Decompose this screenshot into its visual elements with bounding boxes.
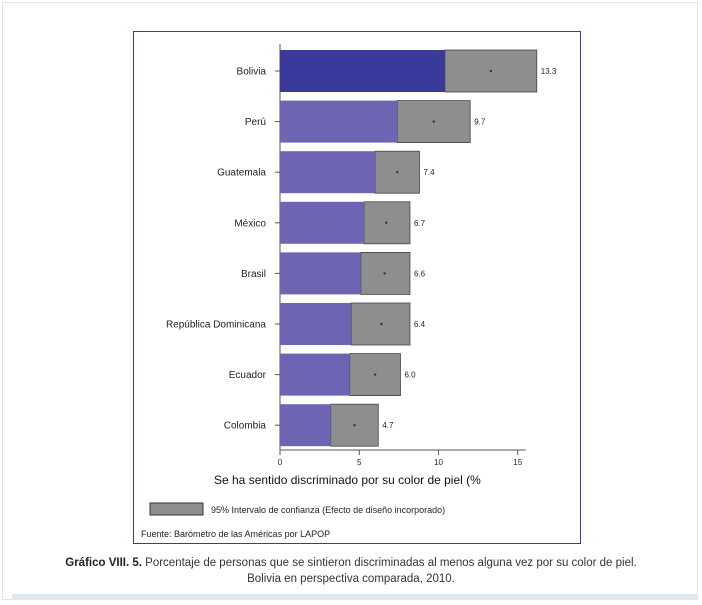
x-tick-label-5: 5 bbox=[357, 458, 362, 467]
point-mexico bbox=[384, 221, 388, 224]
bar-mexico bbox=[280, 201, 365, 244]
value-label-peru: 9.7 bbox=[474, 118, 486, 127]
value-label-brasil: 6.6 bbox=[414, 269, 426, 278]
bottom-bar bbox=[12, 594, 698, 600]
point-guatemala bbox=[396, 171, 399, 174]
point-colombia bbox=[353, 424, 356, 427]
category-label-ecuador: Ecuador bbox=[229, 370, 267, 381]
bar-brasil bbox=[280, 252, 361, 295]
bar-peru bbox=[280, 100, 398, 143]
caption-line1: Porcentaje de personas que se sintieron … bbox=[141, 557, 637, 569]
x-tick-label-0: 0 bbox=[278, 458, 283, 467]
figure-caption: Gráfico VIII. 5. Porcentaje de personas … bbox=[0, 555, 702, 587]
value-label-republica-dominicana: 6.4 bbox=[414, 320, 426, 329]
caption-number: Gráfico VIII. 5. bbox=[65, 557, 142, 569]
bar-republica-dominicana bbox=[280, 303, 352, 345]
legend-swatch bbox=[149, 502, 204, 516]
bar-colombia bbox=[280, 404, 331, 447]
bar-guatemala bbox=[280, 151, 376, 194]
point-ecuador bbox=[373, 373, 377, 376]
source-note: Fuente: Barómetro de las Américas por LA… bbox=[141, 529, 330, 539]
value-label-bolivia: 13.3 bbox=[541, 67, 557, 76]
point-republica-dominicana bbox=[380, 322, 383, 326]
category-label-guatemala: Guatemala bbox=[217, 168, 266, 179]
point-brasil bbox=[383, 272, 386, 275]
value-label-ecuador: 6.0 bbox=[404, 371, 416, 380]
category-label-colombia: Colombia bbox=[224, 421, 267, 432]
category-label-peru: Perú bbox=[245, 117, 266, 128]
legend-label: 95% Intervalo de confianza (Efecto de di… bbox=[211, 505, 445, 515]
category-label-mexico: México bbox=[234, 218, 266, 229]
point-peru bbox=[432, 120, 435, 123]
caption-line2: Bolivia en perspectiva comparada, 2010. bbox=[247, 573, 455, 585]
category-label-republica-dominicana: República Dominicana bbox=[166, 320, 266, 331]
x-tick-label-10: 10 bbox=[434, 458, 443, 467]
x-axis-title: Se ha sentido discriminado por su color … bbox=[214, 473, 481, 487]
bar-ecuador bbox=[280, 353, 350, 396]
value-label-colombia: 4.7 bbox=[382, 421, 394, 430]
category-label-brasil: Brasil bbox=[241, 269, 266, 280]
bar-chart: Bolivia 13.3 Perú 9.7 Guatemala 7.4 México 6.7 B… bbox=[141, 44, 557, 539]
point-bolivia bbox=[489, 69, 493, 73]
x-tick-label-15: 15 bbox=[513, 458, 522, 467]
value-label-mexico: 6.7 bbox=[414, 219, 426, 228]
value-label-guatemala: 7.4 bbox=[423, 168, 435, 177]
bar-bolivia bbox=[280, 50, 445, 92]
category-label-bolivia: Bolivia bbox=[237, 67, 267, 78]
